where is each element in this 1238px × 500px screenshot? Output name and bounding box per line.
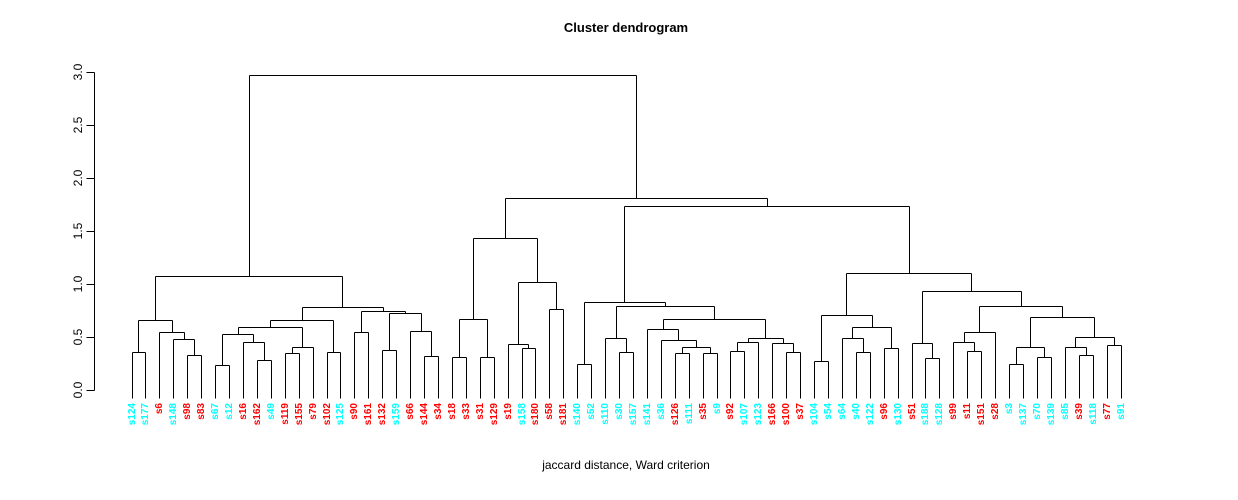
leaf-label: s99: [948, 403, 960, 420]
leaf-label: s92: [725, 403, 737, 420]
leaf-label: s111: [683, 403, 695, 425]
leaf-label: s155: [293, 403, 305, 426]
y-tick-label: 0.5: [71, 328, 85, 346]
leaf-label: s66: [405, 403, 417, 420]
leaf-label: s37: [795, 403, 807, 420]
leaf-label: s49: [265, 403, 277, 420]
leaf-label: s157: [627, 403, 639, 426]
leaf-label: s161: [363, 403, 375, 426]
leaf-label: s91: [1115, 403, 1127, 420]
leaf-label: s16: [237, 403, 249, 420]
y-tick-label: 2.0: [71, 169, 85, 187]
leaf-label: s70: [1031, 403, 1043, 420]
leaf-label: s181: [558, 403, 570, 426]
leaf-label: s64: [836, 403, 848, 420]
leaf-label: s34: [432, 403, 444, 420]
leaf-label: s52: [586, 403, 598, 420]
leaf-label: s148: [168, 403, 180, 426]
chart-title: Cluster dendrogram: [563, 20, 689, 35]
leaf-label: s151: [976, 403, 988, 426]
leaf-label: s100: [781, 403, 793, 426]
y-tick-label: 0.0: [71, 381, 85, 399]
leaf-label: s3: [1004, 403, 1016, 415]
leaf-label: s180: [530, 403, 542, 426]
leaf-label: s30: [614, 403, 626, 420]
leaf-label: s128: [934, 403, 946, 426]
leaf-label: s33: [460, 403, 472, 420]
leaf-label: s118: [1087, 403, 1099, 425]
leaf-label: s122: [864, 403, 876, 426]
leaf-label: s79: [307, 403, 319, 420]
leaf-label: s137: [1017, 403, 1029, 426]
leaf-label: s6: [154, 403, 166, 415]
leaf-label: s102: [321, 403, 333, 426]
leaf-label: s119: [279, 403, 291, 425]
leaf-label: s12: [224, 403, 235, 420]
leaf-label: s11: [962, 403, 974, 420]
leaf-label: s98: [182, 403, 194, 420]
leaf-label: s144: [419, 403, 431, 426]
leaf-label: s124: [126, 403, 138, 426]
leaf-label: s36: [655, 403, 667, 420]
leaf-label: s83: [196, 403, 208, 420]
leaf-label: s123: [753, 403, 765, 426]
x-axis-label: jaccard distance, Ward criterion: [542, 458, 710, 472]
leaf-label: s54: [822, 403, 834, 420]
leaf-label: s85: [1059, 403, 1071, 420]
leaf-label: s188: [920, 403, 932, 426]
leaf-label: s141: [641, 403, 653, 426]
leaf-label: s90: [349, 403, 361, 420]
leaf-label: s130: [892, 403, 904, 426]
y-tick-label: 1.5: [71, 222, 85, 240]
leaf-label: s107: [739, 403, 751, 426]
y-tick-label: 2.5: [71, 116, 85, 134]
leaf-label: s39: [1073, 403, 1085, 420]
leaf-label: s129: [488, 403, 500, 426]
leaf-label: s28: [990, 403, 1002, 420]
leaf-label: s31: [474, 403, 486, 420]
leaf-label: s126: [669, 403, 681, 426]
leaf-label: s177: [140, 403, 152, 426]
leaf-label: s158: [516, 403, 528, 426]
leaf-label: s125: [335, 403, 347, 426]
leaf-label: s140: [572, 403, 584, 426]
leaf-label: s166: [767, 403, 779, 426]
leaf-label: s58: [544, 403, 556, 420]
leaf-label: s139: [1045, 403, 1057, 426]
leaf-label: s19: [502, 403, 514, 420]
leaf-label: s110: [600, 403, 612, 425]
leaf-label: s77: [1101, 403, 1113, 420]
leaf-label: s96: [878, 403, 890, 420]
leaf-label: s67: [210, 403, 222, 420]
leaf-label: s51: [906, 403, 918, 420]
leaf-label: s159: [391, 403, 403, 426]
leaf-label: s104: [809, 403, 821, 426]
y-tick-label: 1.0: [71, 275, 85, 293]
leaf-label: s9: [711, 403, 723, 415]
y-tick-label: 3.0: [71, 63, 85, 81]
leaf-label: s162: [251, 403, 263, 426]
leaf-label: s35: [697, 403, 709, 420]
leaf-label: s40: [850, 403, 862, 420]
leaf-label: s18: [446, 403, 458, 420]
leaf-label: s132: [377, 403, 389, 426]
